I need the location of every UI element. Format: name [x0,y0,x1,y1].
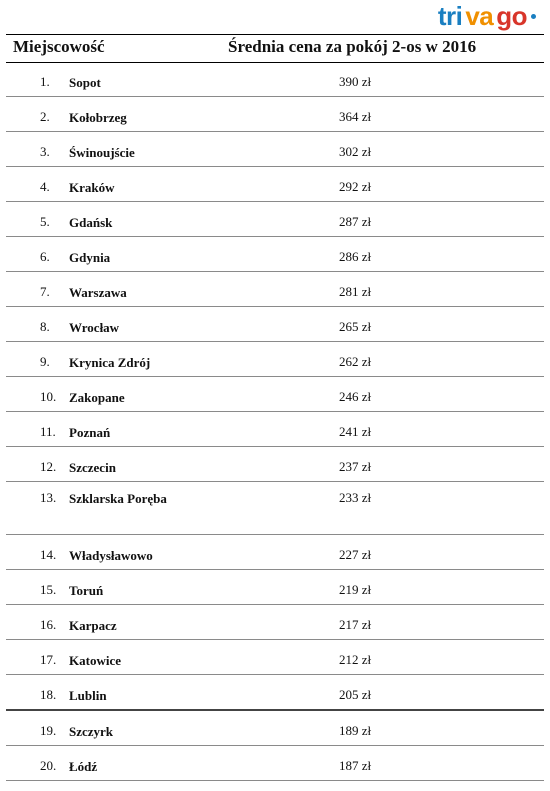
logo-text-go: go [496,1,527,31]
price: 302 zł [339,144,372,159]
rank: 13. [40,490,57,505]
city-name: Katowice [69,653,121,668]
city-name: Szklarska Poręba [69,491,167,506]
rank: 6. [40,249,50,264]
rank: 20. [40,758,57,773]
price: 286 zł [339,249,372,264]
rank: 1. [40,74,50,89]
table-row: 7. Warszawa 281 zł [6,272,544,307]
price: 281 zł [339,284,372,299]
table-row: 18. Lublin 205 zł [6,675,544,711]
city-name: Świnoujście [69,145,135,160]
table-row: 16. Karpacz 217 zł [6,605,544,640]
city-name: Szczecin [69,460,116,475]
city-name: Poznań [69,425,111,440]
city-name: Władysławowo [69,548,153,563]
table-row: 20. Łódź 187 zł [6,746,544,781]
price: 217 zł [339,617,372,632]
table-row: 4. Kraków 292 zł [6,167,544,202]
rank: 10. [40,389,57,404]
city-name: Warszawa [69,285,127,300]
ranking-table: 1. Sopot 390 zł 2. Kołobrzeg 364 zł 3. Świnou… [6,62,544,781]
rank: 14. [40,547,57,562]
rank: 15. [40,582,57,597]
table-row: 1. Sopot 390 zł [6,62,544,97]
rank: 9. [40,354,50,369]
price: 227 zł [339,547,372,562]
city-name: Zakopane [69,390,125,405]
table-row: 10. Zakopane 246 zł [6,377,544,412]
city-name: Łódź [69,759,98,774]
price: 205 zł [339,687,372,702]
rank: 12. [40,459,57,474]
city-name: Karpacz [69,618,117,633]
table-row: 8. Wrocław 265 zł [6,307,544,342]
table-row: 12. Szczecin 237 zł [6,447,544,482]
table-row: 19. Szczyrk 189 zł [6,711,544,746]
table-row: 13. Szklarska Poręba 233 zł [6,482,544,535]
price: 364 zł [339,109,372,124]
table-row: 6. Gdynia 286 zł [6,237,544,272]
price: 262 zł [339,354,372,369]
rank: 8. [40,319,50,334]
rank: 19. [40,723,57,738]
table-row: 9. Krynica Zdrój 262 zł [6,342,544,377]
column-header-city: Miejscowość [13,37,105,56]
logo-dot-icon [531,13,536,19]
logo-text-tri: tri [437,1,463,31]
price: 287 zł [339,214,372,229]
price: 212 zł [339,652,372,667]
price: 265 zł [339,319,372,334]
trivago-logo: tri va go [438,3,536,29]
rank: 16. [40,617,57,632]
city-name: Toruń [69,583,104,598]
rank: 17. [40,652,57,667]
rank: 7. [40,284,50,299]
city-name: Gdynia [69,250,111,265]
city-name: Lublin [69,688,107,703]
city-name: Krynica Zdrój [69,355,151,370]
table-row: 2. Kołobrzeg 364 zł [6,97,544,132]
column-header-price: Średnia cena za pokój 2-os w 2016 [228,37,477,56]
city-name: Sopot [69,75,101,90]
price: 292 zł [339,179,372,194]
price: 189 zł [339,723,372,738]
city-name: Kołobrzeg [69,110,127,125]
rank: 18. [40,687,57,702]
price: 233 zł [339,490,372,505]
rank: 3. [40,144,50,159]
city-name: Kraków [69,180,115,195]
table-row: 14. Władysławowo 227 zł [6,535,544,570]
rank: 4. [40,179,50,194]
table-header: Miejscowość Średnia cena za pokój 2-os w… [6,34,544,63]
price: 187 zł [339,758,372,773]
logo-text-va: va [465,1,494,31]
table-row: 11. Poznań 241 zł [6,412,544,447]
table-row: 17. Katowice 212 zł [6,640,544,675]
city-name: Gdańsk [69,215,113,230]
rank: 5. [40,214,50,229]
price: 241 zł [339,424,372,439]
city-name: Szczyrk [69,724,114,739]
rank: 11. [40,424,56,439]
city-name: Wrocław [69,320,120,335]
price: 246 zł [339,389,372,404]
price: 390 zł [339,74,372,89]
price: 237 zł [339,459,372,474]
table-row: 3. Świnoujście 302 zł [6,132,544,167]
price: 219 zł [339,582,372,597]
table-row: 5. Gdańsk 287 zł [6,202,544,237]
table-row: 15. Toruń 219 zł [6,570,544,605]
rank: 2. [40,109,50,124]
